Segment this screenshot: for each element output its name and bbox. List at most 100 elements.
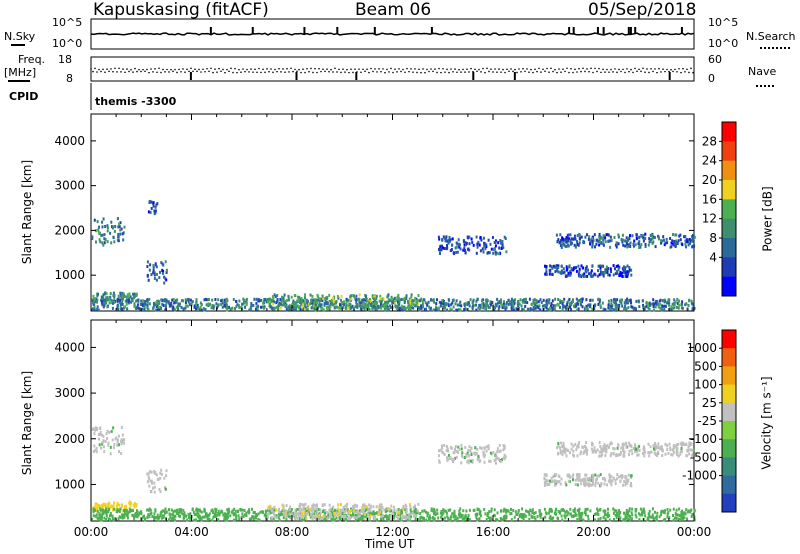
echo-cell (594, 483, 597, 487)
echo-cell (292, 304, 295, 308)
echo-cell (663, 243, 666, 247)
echo-cell (288, 512, 291, 516)
echo-cell (203, 507, 206, 511)
echo-cell (513, 515, 516, 519)
echo-cell (595, 242, 598, 246)
echo-cell (560, 477, 563, 481)
echo-cell (140, 510, 143, 514)
echo-cell (143, 514, 146, 518)
echo-cell (564, 244, 567, 248)
echo-cell (619, 517, 622, 521)
echo-cell (120, 307, 123, 311)
echo-cell (400, 509, 403, 512)
echo-cell (368, 308, 371, 311)
freq-dot (690, 67, 692, 70)
echo-cell (369, 517, 371, 520)
echo-cell (103, 237, 106, 241)
echo-cell (106, 503, 109, 506)
echo-cell (314, 509, 317, 513)
echo-cell (321, 517, 324, 521)
echo-cell (308, 510, 311, 514)
echo-cell (164, 260, 167, 264)
echo-cell (120, 227, 123, 231)
echo-cell (635, 515, 638, 519)
echo-cell (414, 504, 416, 508)
echo-cell (350, 306, 353, 310)
echo-cell (623, 269, 626, 273)
colorbar-tick-label: -500 (690, 450, 717, 464)
echo-cell (112, 446, 115, 450)
echo-cell (125, 302, 128, 306)
echo-cell (319, 511, 322, 515)
echo-cell (238, 306, 241, 309)
echo-cell (478, 308, 481, 312)
echo-cell (153, 490, 156, 494)
echo-cell (137, 513, 140, 517)
echo-cell (149, 210, 152, 214)
echo-cell (553, 479, 556, 483)
echo-cell (207, 304, 210, 308)
echo-cell (679, 452, 682, 456)
echo-cell (643, 511, 646, 515)
echo-cell (205, 303, 208, 307)
echo-cell (147, 307, 150, 311)
echo-cell (545, 273, 548, 277)
echo-cell (189, 512, 192, 516)
freq-dot (522, 67, 524, 70)
echo-cell (272, 518, 275, 522)
echo-cell (478, 243, 481, 247)
nave-dot (252, 71, 254, 73)
echo-cell (470, 237, 473, 241)
echo-cell (621, 271, 623, 275)
echo-cell (104, 510, 107, 514)
echo-cell (497, 307, 500, 311)
echo-cell (137, 306, 140, 310)
echo-cell (288, 508, 291, 512)
echo-cell (344, 306, 347, 310)
echo-cell (160, 468, 163, 472)
echo-cell (575, 448, 578, 452)
echo-cell (123, 515, 126, 519)
echo-cell (627, 299, 630, 303)
echo-cell (634, 445, 637, 449)
echo-cell (299, 504, 301, 508)
nave-dot (644, 71, 646, 73)
echo-cell (126, 514, 129, 518)
echo-cell (420, 297, 423, 301)
echo-cell (525, 297, 527, 301)
echo-cell (329, 514, 332, 518)
echo-cell (375, 505, 378, 509)
echo-cell (587, 268, 589, 272)
nave-dot (332, 71, 334, 73)
echo-cell (579, 482, 582, 486)
echo-cell (352, 513, 355, 517)
echo-cell (218, 512, 221, 516)
echo-cell (99, 426, 102, 430)
echo-cell (577, 445, 580, 449)
echo-cell (485, 445, 488, 449)
echo-cell (672, 451, 675, 455)
echo-cell (574, 478, 577, 482)
echo-cell (562, 441, 565, 445)
echo-cell (221, 305, 224, 309)
echo-cell (676, 301, 679, 305)
echo-cell (650, 234, 653, 237)
echo-cell (607, 299, 610, 303)
echo-cell (561, 449, 564, 453)
echo-cell (490, 247, 493, 251)
echo-cell (113, 301, 116, 304)
echo-cell (102, 439, 105, 443)
echo-cell (574, 237, 577, 241)
nsky-tick-low: 10^0 (52, 37, 83, 50)
echo-cell (476, 513, 478, 517)
nave-dot (656, 71, 658, 74)
echo-cell (96, 516, 99, 520)
echo-cell (557, 266, 560, 270)
echo-cell (623, 308, 626, 312)
echo-cell (454, 246, 457, 250)
echo-cell (153, 517, 156, 521)
echo-cell (101, 505, 104, 509)
echo-cell (579, 299, 582, 303)
echo-cell (519, 298, 522, 302)
echo-cell (629, 298, 632, 302)
